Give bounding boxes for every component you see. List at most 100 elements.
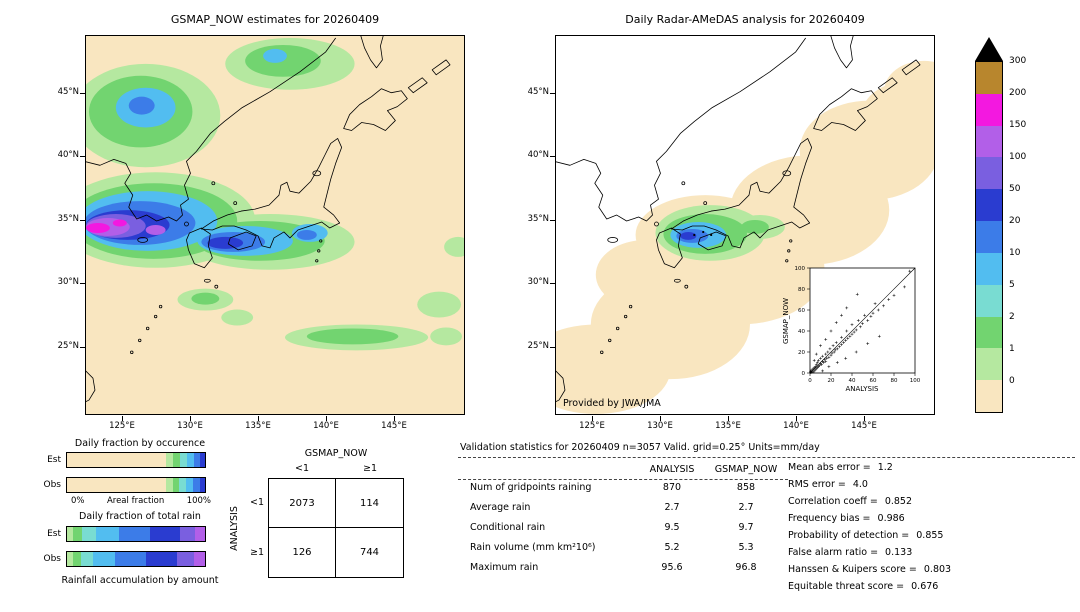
contingency-col-headers: <1 ≥1: [268, 463, 404, 474]
stat-value-gsmap: 5.3: [738, 542, 754, 553]
contingency-table: 2073 114 126 744: [268, 478, 404, 578]
colorbar-segment: [976, 93, 1002, 126]
inset-y-tick-label: 80: [798, 287, 805, 293]
colorbar-segment: [976, 125, 1002, 158]
bar-segment: [67, 478, 166, 492]
inset-x-tick-label: 80: [891, 378, 898, 384]
lat-tick-label: 40°N: [57, 150, 79, 160]
totalrain-title: Daily fraction of total rain: [79, 511, 201, 522]
bar-segment: [186, 453, 194, 467]
inset-y-tick-label: 0: [802, 371, 806, 377]
stacked-bar: [66, 551, 206, 567]
bar-segment: [173, 453, 180, 467]
lat-tick-mark: [550, 220, 555, 221]
lon-tick-label: 140°E: [313, 421, 339, 431]
lon-tick-mark: [864, 416, 865, 421]
stat-row-label: Maximum rain: [470, 562, 539, 573]
colorbar-tick-label: 5: [1009, 280, 1015, 290]
bar-segment: [67, 552, 73, 566]
lat-tick-label: 25°N: [527, 341, 549, 351]
bar-segment: [95, 527, 120, 541]
lat-tick-mark: [80, 347, 85, 348]
score-row: Correlation coeff = 0.852: [788, 493, 951, 510]
bar-segment: [195, 527, 205, 541]
colorbar-segment: [976, 316, 1002, 349]
bar-segment: [177, 552, 194, 566]
radar-precip-shading: [556, 60, 934, 414]
score-value: 0.855: [916, 530, 944, 541]
contingency-cell-10: 126: [269, 528, 336, 577]
colorbar-tick-label: 300: [1009, 56, 1027, 66]
lat-tick-mark: [550, 156, 555, 157]
stat-row-label: Num of gridpoints raining: [470, 482, 592, 493]
score-label: Correlation coeff =: [788, 496, 878, 507]
colorbar-tick-label: 0: [1009, 376, 1015, 386]
lat-tick-label: 30°N: [527, 277, 549, 287]
bar-row-label: Est: [47, 529, 61, 539]
colorbar-segment: [976, 380, 1002, 412]
inset-x-tick-label: 20: [828, 378, 835, 384]
score-label: Frequency bias =: [788, 513, 871, 524]
bar-segment: [82, 527, 96, 541]
stat-value-analysis: 95.6: [661, 562, 683, 573]
fraction-bar-row: Est: [40, 526, 206, 542]
lon-tick-mark: [190, 416, 191, 421]
lat-tick-mark: [80, 283, 85, 284]
lat-tick-mark: [80, 220, 85, 221]
lon-tick-label: 135°E: [715, 421, 741, 431]
bar-segment: [115, 552, 146, 566]
inset-xlabel: ANALYSIS: [845, 385, 879, 393]
contingency-col-label: <1: [294, 463, 309, 474]
lat-tick-mark: [550, 347, 555, 348]
bar-segment: [193, 552, 205, 566]
colorbar-tick-label: 50: [1009, 184, 1021, 194]
right-map-title: Daily Radar-AMeDAS analysis for 20260409: [625, 13, 865, 26]
bar-segment: [193, 478, 201, 492]
contingency-cell-11: 744: [359, 547, 380, 558]
bar-segment: [166, 453, 174, 467]
bar-row-label: Est: [47, 455, 61, 465]
lon-tick-mark: [592, 416, 593, 421]
occurrence-bars: Est Obs: [40, 452, 206, 493]
lon-tick-label: 145°E: [851, 421, 877, 431]
inset-ylabel: GSMAP_NOW: [782, 298, 790, 344]
bar-segment: [179, 478, 187, 492]
lat-tick-label: 25°N: [57, 341, 79, 351]
colorbar-segment: [976, 62, 1002, 94]
bar-segment: [165, 478, 173, 492]
bar-segment: [80, 552, 94, 566]
colorbar-tick-label: 100: [1009, 152, 1027, 162]
bar-segment: [72, 527, 83, 541]
lon-tick-mark: [326, 416, 327, 421]
lat-tick-label: 35°N: [57, 214, 79, 224]
lat-tick-label: 40°N: [527, 150, 549, 160]
stat-value-gsmap: 9.7: [738, 522, 754, 533]
provider-credit: Provided by JWA/JMA: [563, 398, 661, 409]
lon-tick-mark: [258, 416, 259, 421]
score-row: Equitable threat score = 0.676: [788, 578, 951, 595]
lon-tick-label: 140°E: [783, 421, 809, 431]
colorbar-tick-label: 10: [1009, 248, 1021, 258]
divider: [458, 457, 1075, 458]
score-value: 0.133: [885, 547, 913, 558]
bar-segment: [172, 478, 180, 492]
stat-value-gsmap: 96.8: [735, 562, 757, 573]
inset-y-tick-label: 40: [798, 329, 805, 335]
stacked-bar: [66, 526, 206, 542]
axis-min: 0%: [71, 496, 85, 506]
bar-segment: [145, 552, 178, 566]
lat-tick-label: 35°N: [527, 214, 549, 224]
lon-tick-label: 125°E: [109, 421, 135, 431]
stats-col-analysis: ANALYSIS: [649, 464, 695, 475]
axis-title: Areal fraction: [106, 496, 165, 506]
score-row: RMS error = 4.0: [788, 476, 951, 493]
lon-tick-mark: [122, 416, 123, 421]
lon-tick-label: 130°E: [647, 421, 673, 431]
stat-value-gsmap: 2.7: [738, 502, 754, 513]
gsmap-map-graphic: [86, 36, 464, 414]
lon-tick-mark: [660, 416, 661, 421]
lon-tick-label: 135°E: [245, 421, 271, 431]
lon-tick-mark: [728, 416, 729, 421]
colorbar: [975, 61, 1003, 413]
bar-segment: [119, 527, 150, 541]
